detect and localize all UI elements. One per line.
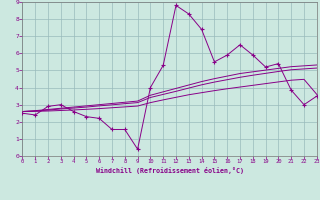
X-axis label: Windchill (Refroidissement éolien,°C): Windchill (Refroidissement éolien,°C) — [96, 167, 244, 174]
